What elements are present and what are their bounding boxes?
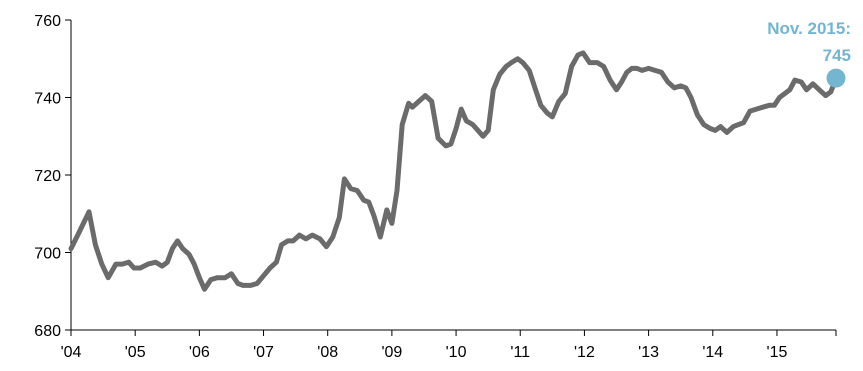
annotation-marker	[826, 68, 846, 88]
x-tick-label: '15	[767, 344, 788, 361]
x-tick-label: '05	[125, 344, 146, 361]
series-line	[68, 50, 839, 292]
x-tick-label: '12	[574, 344, 595, 361]
x-tick-label: '14	[702, 344, 723, 361]
x-tick-label: '06	[189, 344, 210, 361]
annotation-label-value: 745	[823, 46, 851, 65]
y-axis: 680 700 720 740 760	[34, 13, 72, 340]
y-tick-label: 720	[34, 168, 61, 185]
x-tick-label: '07	[253, 344, 274, 361]
annotation: Nov. 2015: 745	[767, 19, 851, 88]
x-tick-label: '08	[317, 344, 338, 361]
x-axis: '04 '05 '06 '07 '08 '09 '10 '11 '12 '13 '14 '15	[61, 329, 837, 361]
x-tick-label: '04	[61, 344, 82, 361]
x-tick-label: '11	[510, 344, 530, 361]
y-tick-label: 760	[34, 13, 61, 30]
x-tick-label: '13	[638, 344, 659, 361]
y-tick-label: 680	[34, 323, 61, 340]
x-tick-label: '10	[446, 344, 467, 361]
x-tick-label: '09	[381, 344, 402, 361]
y-tick-label: 700	[34, 246, 61, 263]
series-layer	[68, 50, 839, 292]
y-tick-label: 740	[34, 91, 61, 108]
annotation-label-date: Nov. 2015:	[767, 19, 851, 38]
